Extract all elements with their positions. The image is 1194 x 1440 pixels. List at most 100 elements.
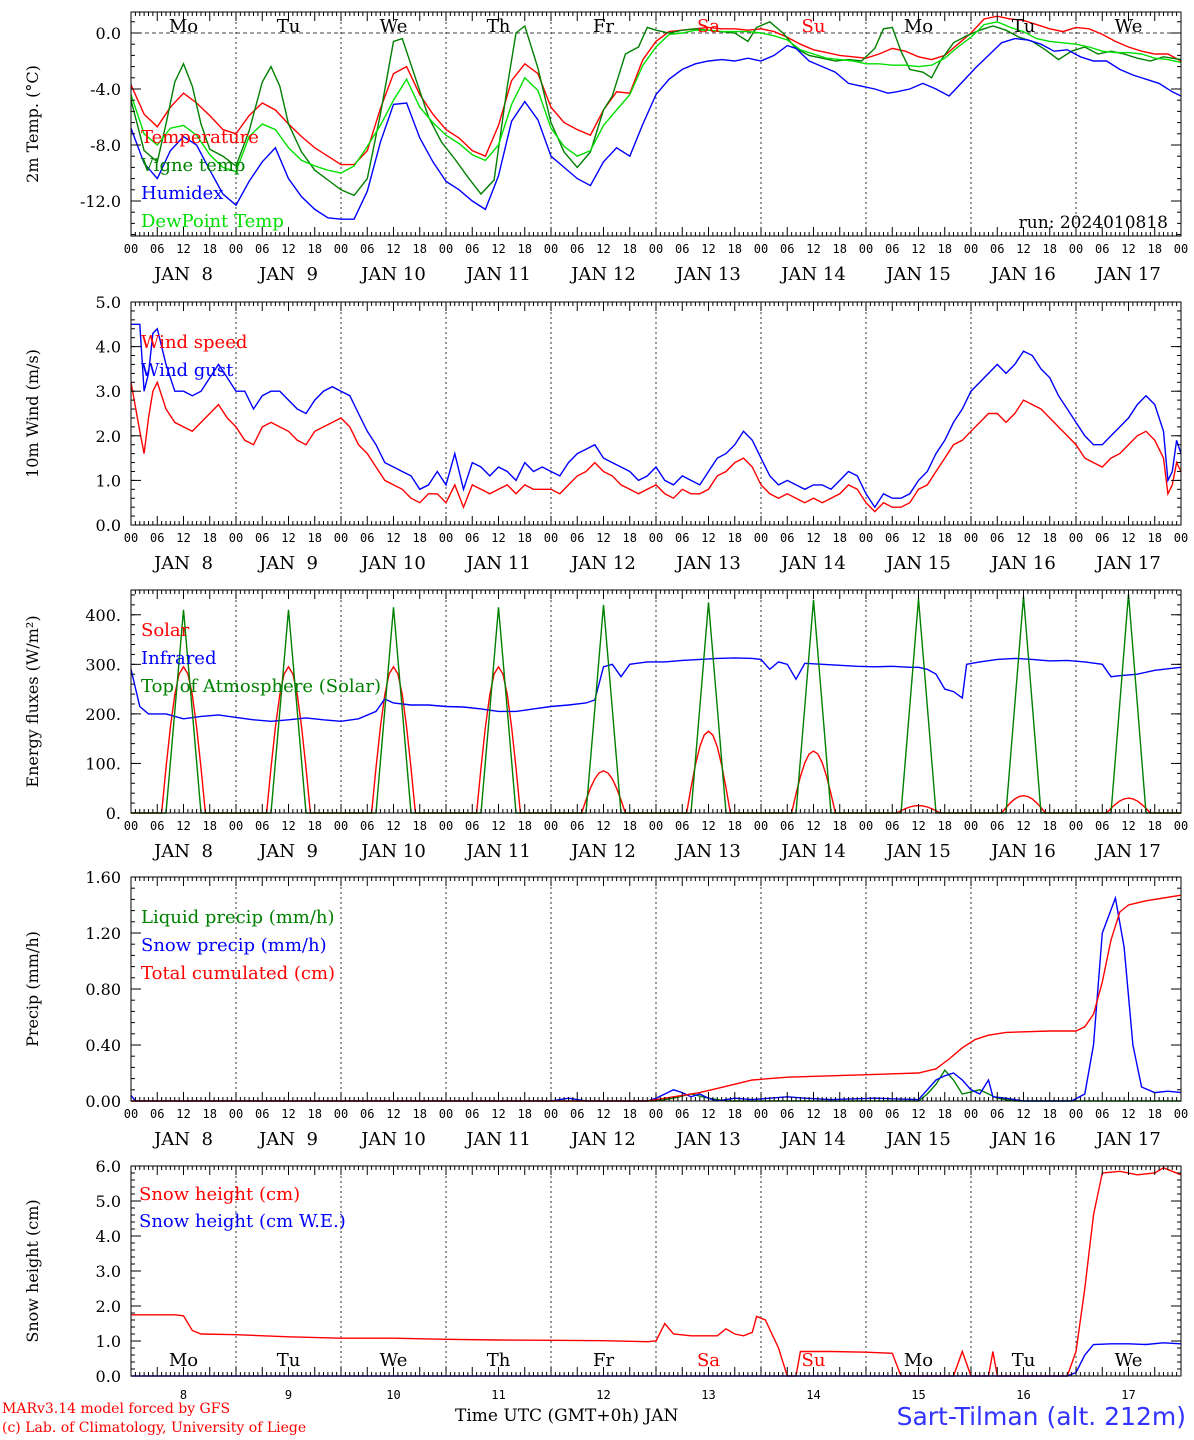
- day-of-week-label: Th: [487, 16, 511, 37]
- hour-label: 18: [728, 1107, 742, 1121]
- hour-label: 12: [491, 531, 505, 545]
- panel-3: 0. 100. 200. 300. 400. Energy fluxes (W/m²) So…: [23, 589, 1188, 862]
- hour-label: 12: [281, 819, 295, 833]
- hour-label: 00: [334, 531, 348, 545]
- legend-entry: Vigne temp: [140, 155, 245, 176]
- day-number-label: 17: [1121, 1388, 1135, 1402]
- day-number-label: 8: [180, 1388, 187, 1402]
- hour-label: 00: [124, 819, 138, 833]
- run-label: run: 2024010818: [1019, 213, 1168, 233]
- hour-label: 00: [964, 1107, 978, 1121]
- day-of-week-label: Fr: [593, 16, 614, 37]
- hour-label: 00: [439, 1107, 453, 1121]
- hour-label: 00: [334, 242, 348, 256]
- y-tick-label: 3.0: [96, 1262, 121, 1281]
- date-label: JAN 16: [989, 1129, 1056, 1150]
- y-tick-label: 0.0: [96, 516, 121, 535]
- day-of-week-label: Su: [802, 1350, 826, 1371]
- hour-label: 06: [150, 531, 164, 545]
- legend-entry: Wind speed: [141, 332, 247, 353]
- date-label: JAN 9: [257, 264, 318, 285]
- day-of-week-label: Sa: [697, 16, 720, 37]
- hour-label: 06: [465, 242, 479, 256]
- date-label: JAN 17: [1094, 1129, 1161, 1150]
- hour-label: 18: [938, 1107, 952, 1121]
- date-label: JAN 15: [884, 553, 951, 574]
- hour-label: 06: [255, 531, 269, 545]
- hour-label: 18: [308, 1107, 322, 1121]
- hour-label: 12: [491, 242, 505, 256]
- date-label: JAN 14: [779, 553, 846, 574]
- series-line-humidex: [130, 37, 1182, 220]
- hour-label: 06: [885, 531, 899, 545]
- y-tick-label: 100.: [85, 754, 121, 773]
- y-axis-label: Energy fluxes (W/m²): [23, 615, 42, 787]
- day-of-week-label: We: [380, 16, 408, 37]
- hour-label: 06: [255, 819, 269, 833]
- day-of-week-label: We: [1115, 1350, 1143, 1371]
- hour-label: 12: [911, 819, 925, 833]
- y-tick-label: 400.: [85, 606, 121, 625]
- day-of-week-label: Mo: [904, 1350, 933, 1371]
- hour-label: 00: [859, 531, 873, 545]
- hour-label: 06: [150, 242, 164, 256]
- hour-label: 06: [570, 819, 584, 833]
- hour-label: 18: [623, 531, 637, 545]
- hour-label: 00: [649, 242, 663, 256]
- hour-label: 18: [833, 1107, 847, 1121]
- day-of-week-label: We: [380, 1350, 408, 1371]
- hour-label: 18: [728, 531, 742, 545]
- y-tick-label: 5.0: [96, 293, 121, 312]
- hour-label: 12: [806, 819, 820, 833]
- date-label: JAN 13: [674, 264, 741, 285]
- hour-label: 06: [885, 819, 899, 833]
- hour-label: 18: [203, 242, 217, 256]
- hour-label: 18: [203, 819, 217, 833]
- date-label: JAN 15: [884, 841, 951, 862]
- hour-label: 12: [1016, 1107, 1030, 1121]
- hour-label: 18: [1043, 819, 1057, 833]
- hour-label: 00: [439, 531, 453, 545]
- date-label: JAN 12: [569, 1129, 636, 1150]
- hour-label: 06: [780, 819, 794, 833]
- hour-label: 18: [833, 819, 847, 833]
- hour-label: 18: [203, 531, 217, 545]
- y-tick-label: 0.80: [85, 980, 121, 999]
- date-label: JAN 11: [464, 841, 531, 862]
- panel-4: 0.00 0.40 0.80 1.20 1.60 Precip (mm/h) Liquid …: [23, 868, 1188, 1150]
- y-tick-label: 200.: [85, 705, 121, 724]
- hour-label: 18: [938, 242, 952, 256]
- credit-line-1: MARv3.14 model forced by GFS: [2, 1401, 231, 1417]
- hour-label: 00: [754, 242, 768, 256]
- hour-label: 12: [491, 1107, 505, 1121]
- series-line-dewpoint-temp: [130, 21, 1182, 174]
- hour-label: 12: [1121, 531, 1135, 545]
- hour-label: 12: [386, 819, 400, 833]
- y-tick-label: 1.60: [85, 868, 121, 887]
- hour-label: 00: [544, 242, 558, 256]
- hour-label: 06: [885, 1107, 899, 1121]
- hour-label: 18: [518, 1107, 532, 1121]
- day-of-week-label: We: [1115, 16, 1143, 37]
- hour-label: 00: [1069, 531, 1083, 545]
- hour-label: 12: [596, 819, 610, 833]
- y-axis-label: 2m Temp. (°C): [23, 65, 42, 183]
- hour-label: 12: [491, 819, 505, 833]
- hour-label: 18: [1148, 819, 1162, 833]
- hour-label: 00: [544, 1107, 558, 1121]
- series-line-temperature: [130, 15, 1182, 166]
- date-label: JAN 14: [779, 1129, 846, 1150]
- hour-label: 18: [728, 819, 742, 833]
- series-line-total-cumulated-cm-: [131, 894, 1182, 1102]
- date-label: JAN 13: [674, 553, 741, 574]
- day-number-label: 15: [911, 1388, 925, 1402]
- hour-label: 00: [439, 242, 453, 256]
- hour-label: 00: [544, 531, 558, 545]
- hour-label: 12: [701, 819, 715, 833]
- date-label: JAN 16: [989, 264, 1056, 285]
- hour-label: 06: [360, 1107, 374, 1121]
- hour-label: 18: [308, 242, 322, 256]
- hour-label: 18: [623, 1107, 637, 1121]
- hour-label: 12: [596, 531, 610, 545]
